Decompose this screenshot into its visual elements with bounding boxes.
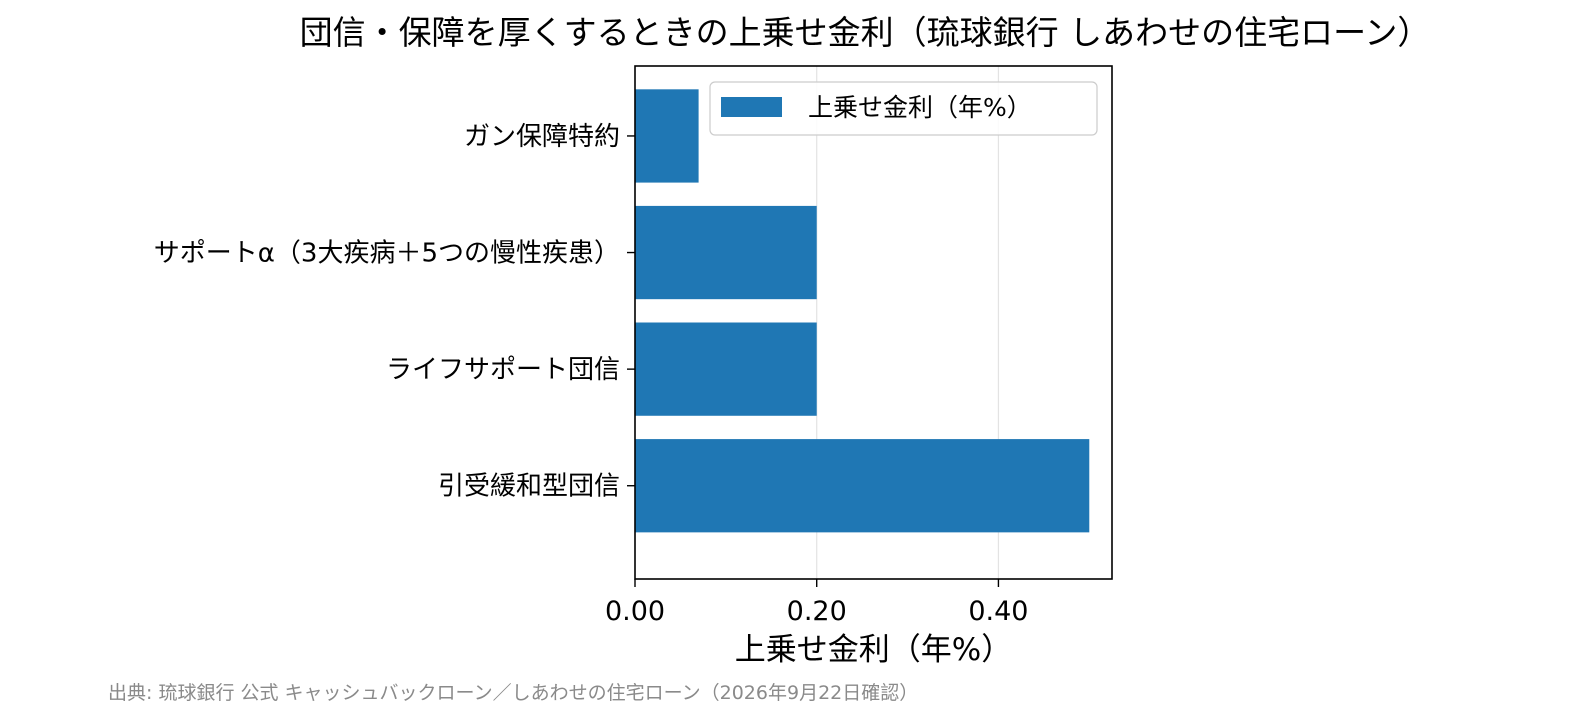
legend: 上乗せ金利（年%） bbox=[709, 81, 1098, 136]
bar bbox=[635, 89, 699, 183]
legend-box bbox=[709, 81, 1098, 136]
x-tick-label: 0.00 bbox=[605, 596, 665, 627]
bar bbox=[635, 439, 1090, 533]
y-tick-label: サポートα（3大疾病＋5つの慢性疾患） bbox=[154, 239, 620, 269]
chart-title: 団信・保障を厚くするときの上乗せ金利（琉球銀行 しあわせの住宅ローン） bbox=[300, 13, 1431, 52]
plot-frame bbox=[634, 65, 1113, 580]
legend-label: 上乗せ金利（年%） bbox=[808, 93, 1032, 122]
bars bbox=[635, 89, 1090, 533]
x-tick-label: 0.40 bbox=[968, 596, 1028, 627]
source-note: 出典: 琉球銀行 公式 キャッシュバックローン／しあわせの住宅ローン（2026年… bbox=[108, 682, 918, 704]
x-axis-ticks: 0.00 0.20 0.40 bbox=[605, 579, 1028, 627]
bar bbox=[635, 322, 817, 416]
legend-swatch bbox=[721, 97, 782, 117]
y-tick-label: ガン保障特約 bbox=[464, 122, 620, 152]
y-tick-label: 引受緩和型団信 bbox=[438, 472, 620, 502]
x-axis-label: 上乗せ金利（年%） bbox=[735, 632, 1012, 668]
bar bbox=[635, 205, 817, 300]
y-tick-label: ライフサポート団信 bbox=[386, 355, 620, 385]
x-tick-label: 0.20 bbox=[787, 596, 847, 627]
